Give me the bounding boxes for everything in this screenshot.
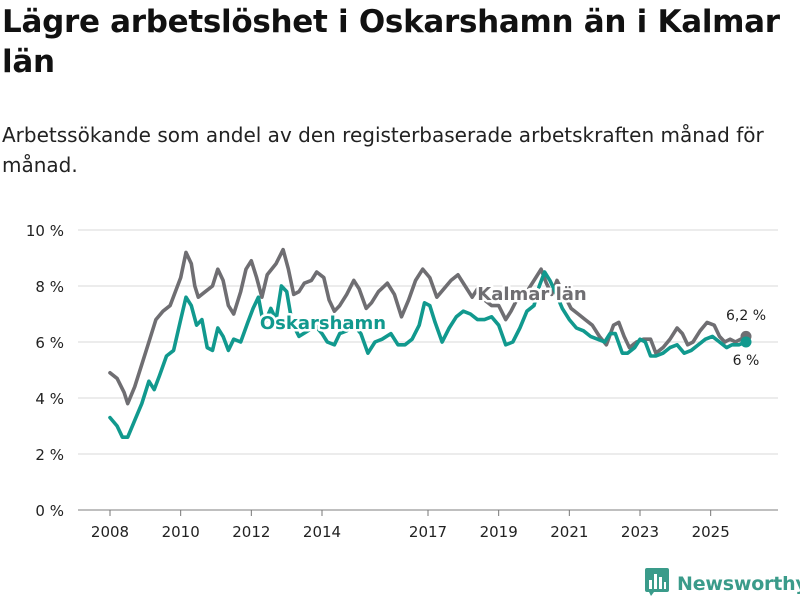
series-line-oskarshamn bbox=[108, 270, 748, 439]
chart-title: Lägre arbetslöshet i Oskarshamn än i Kal… bbox=[2, 4, 780, 80]
x-tick-label: 2025 bbox=[692, 523, 730, 541]
series-end-point-oskarshamn bbox=[740, 336, 752, 348]
series-label-oskarshamn: Oskarshamn bbox=[260, 313, 386, 334]
y-axis-ticks: 0 % 2 % 4 % 6 % 8 % 10 % bbox=[26, 222, 64, 520]
bar-chart-logo-icon bbox=[645, 568, 669, 600]
series-label-kalmar: Kalmar län bbox=[477, 284, 586, 305]
chart-subtitle: Arbetssökande som andel av den registerb… bbox=[2, 123, 764, 177]
series-lines bbox=[108, 247, 752, 439]
x-tick-label: 2021 bbox=[550, 523, 588, 541]
series-line-kalmar bbox=[108, 247, 748, 406]
x-tick-label: 2008 bbox=[91, 523, 129, 541]
x-tick-label: 2019 bbox=[480, 523, 518, 541]
x-tick-label: 2010 bbox=[162, 523, 200, 541]
y-tick-label: 2 % bbox=[35, 446, 64, 464]
y-tick-label: 6 % bbox=[35, 334, 64, 352]
x-tick-label: 2012 bbox=[232, 523, 270, 541]
x-tick-label: 2014 bbox=[303, 523, 341, 541]
x-tick-label: 2023 bbox=[621, 523, 659, 541]
newsworthy-brand[interactable]: Newsworthy bbox=[645, 568, 800, 600]
series-labels: Kalmar län Oskarshamn 6,2 % 6 % bbox=[257, 282, 768, 372]
y-tick-label: 8 % bbox=[35, 278, 64, 296]
y-tick-label: 0 % bbox=[35, 502, 64, 520]
y-tick-label: 10 % bbox=[26, 222, 64, 240]
y-tick-label: 4 % bbox=[35, 390, 64, 408]
end-value-label-kalmar: 6,2 % bbox=[726, 308, 766, 324]
x-tick-label: 2017 bbox=[409, 523, 447, 541]
brand-name: Newsworthy bbox=[677, 573, 800, 595]
x-axis-ticks: 2008 2010 2012 2014 2017 2019 2021 2023 2025 bbox=[91, 510, 730, 541]
end-value-label-oskarshamn: 6 % bbox=[733, 353, 760, 369]
